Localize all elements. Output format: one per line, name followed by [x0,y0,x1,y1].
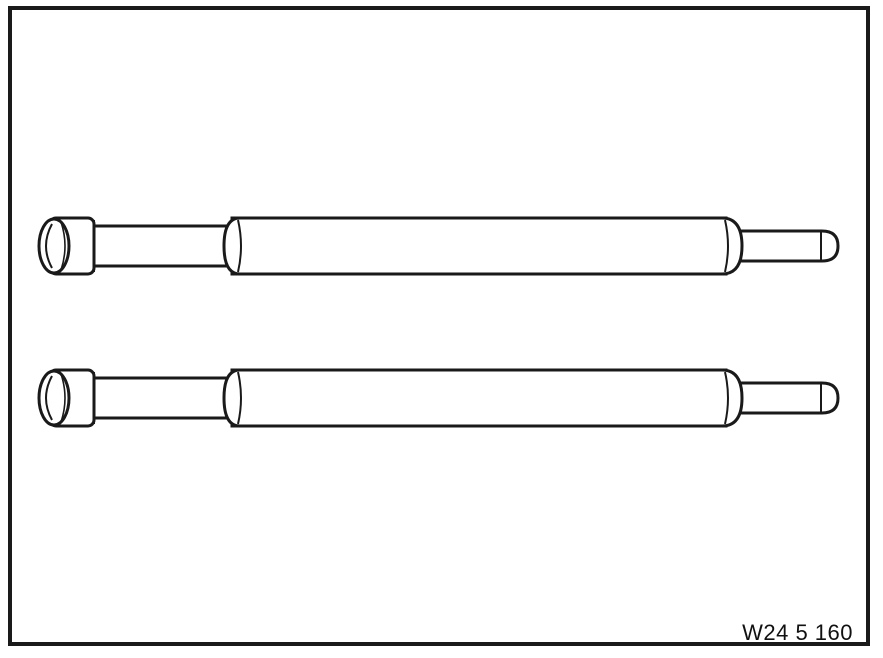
diagram-frame [8,6,870,646]
extension-rod-top [37,216,840,276]
figure-id-label: W24 5 160 [742,620,853,645]
extension-rod-bottom [37,368,840,428]
